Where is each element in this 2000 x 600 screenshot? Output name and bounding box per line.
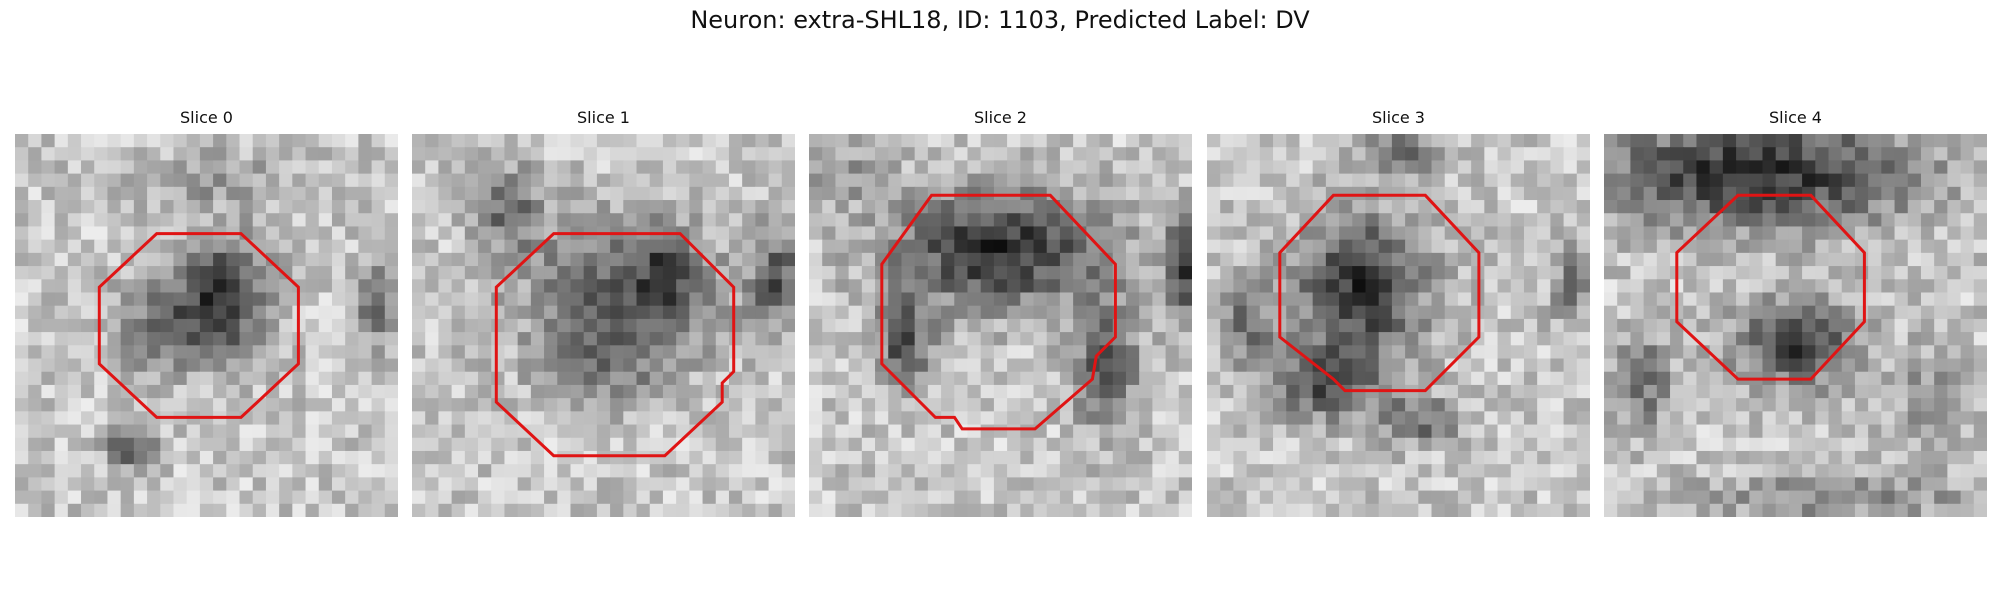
slice-title-4: Slice 4 [1769,108,1822,127]
slice-panel-2: Slice 2 [809,108,1192,521]
slice-panel-4: Slice 4 [1604,108,1987,521]
slice-image-1 [412,134,795,517]
roi-contour [494,232,736,458]
roi-contour [97,232,300,419]
slice-image-0 [15,134,398,517]
slice-image-4 [1604,134,1987,517]
roi-contour [1675,193,1866,381]
slice-image-2 [809,134,1192,517]
slice-title-0: Slice 0 [180,108,233,127]
slice-title-2: Slice 2 [974,108,1027,127]
slice-image-3 [1207,134,1590,517]
roi-contour [880,193,1117,431]
figure-title: Neuron: extra-SHL18, ID: 1103, Predicted… [690,6,1310,34]
slice-panel-1: Slice 1 [412,108,795,521]
slice-panel-3: Slice 3 [1207,108,1590,521]
slice-title-1: Slice 1 [577,108,630,127]
slice-title-3: Slice 3 [1372,108,1425,127]
slice-panel-0: Slice 0 [15,108,398,521]
roi-contour [1278,193,1481,393]
